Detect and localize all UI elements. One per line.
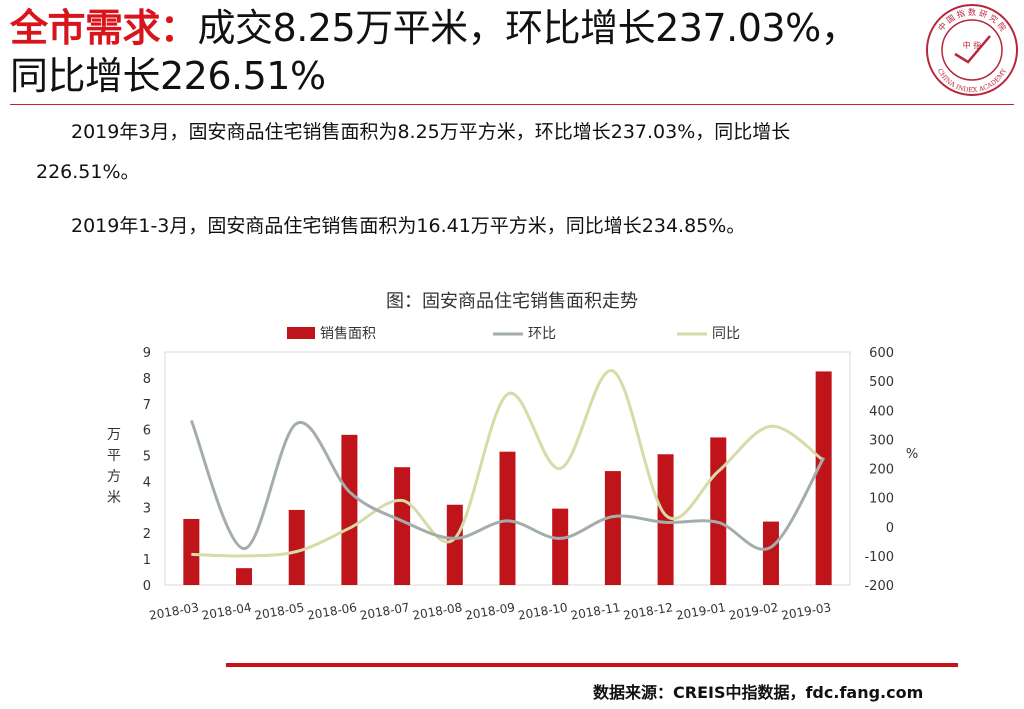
x-tick-label: 2018-05 <box>253 600 305 622</box>
y-right-tick-label: 400 <box>869 404 894 419</box>
y-left-tick-label: 0 <box>143 579 151 594</box>
x-tick-label: 2018-09 <box>464 600 516 622</box>
x-tick-label: 2018-08 <box>412 600 464 622</box>
x-tick-label: 2018-12 <box>622 600 674 622</box>
bar-sales-area <box>762 521 779 585</box>
line-yoy <box>191 369 825 558</box>
sales-area-chart: 0 1 2 3 4 5 6 7 8 9 -200 -100 0 100 200 300 400 500 600 万平方… <box>107 326 918 623</box>
y-left-tick-label: 6 <box>143 424 151 439</box>
title-highlight: 全市需求： <box>10 6 198 50</box>
x-tick-label: 2019-03 <box>780 600 832 622</box>
y-left-tick-label: 8 <box>143 372 151 387</box>
chart-title: 图：固安商品住宅销售面积走势 <box>386 291 638 312</box>
bar-sales-area <box>604 471 621 585</box>
bar-sales-area <box>710 437 727 585</box>
y-left-tick-label: 9 <box>143 346 151 361</box>
footer-divider <box>226 663 958 667</box>
title-text: 成交8.25万平米，环比增长237.03%， <box>197 6 859 50</box>
title-line-2: 同比增长226.51% <box>10 54 326 98</box>
title-divider <box>10 104 1014 105</box>
bar-sales-area <box>499 451 516 585</box>
legend-swatch-sales-area <box>287 327 315 339</box>
y-right-tick-label: 100 <box>869 492 894 507</box>
y-right-tick-label: -200 <box>864 579 894 594</box>
y-left-tick-label: 5 <box>143 450 151 465</box>
y-right-tick-label: 300 <box>869 433 894 448</box>
x-tick-label: 2018-06 <box>306 600 358 622</box>
y-right-tick-label: 500 <box>869 375 894 390</box>
bar-sales-area <box>446 504 463 585</box>
y-left-tick-label: 4 <box>143 475 151 490</box>
data-source: 数据来源：CREIS中指数据，fdc.fang.com <box>593 683 924 702</box>
page-title: 全市需求：成交8.25万平米，环比增长237.03%， 同比增长226.51% <box>10 4 915 100</box>
bar-sales-area <box>657 454 674 585</box>
bar-sales-area <box>341 434 358 585</box>
x-tick-label: 2018-11 <box>570 600 622 622</box>
x-tick-label: 2018-04 <box>201 600 253 622</box>
y-right-tick-label: -100 <box>864 550 894 565</box>
y-left-tick-label: 7 <box>143 398 151 413</box>
y-right-tick-label: 600 <box>869 346 894 361</box>
bar-sales-area <box>183 518 200 585</box>
y-right-tick-label: 0 <box>886 521 894 536</box>
legend-label-sales-area: 销售面积 <box>320 326 376 342</box>
legend-label-mom: 环比 <box>528 326 556 342</box>
china-index-academy-logo: 中 国 指 数 研 究 院 CHINA INDEX ACADEMY 中 指 <box>926 4 1018 96</box>
y-right-axis-label: % <box>906 447 918 462</box>
paragraph-2: 2019年1-3月，固安商品住宅销售面积为16.41万平方米，同比增长234.8… <box>71 215 746 237</box>
x-tick-label: 2019-02 <box>728 600 780 622</box>
y-left-axis-label: 方 <box>107 469 121 485</box>
y-left-axis-label: 平 <box>107 448 121 464</box>
x-tick-label: 2018-03 <box>148 600 200 622</box>
y-left-tick-label: 1 <box>143 553 151 568</box>
x-tick-label: 2018-10 <box>517 600 569 622</box>
y-left-axis-label: 万 <box>107 427 121 443</box>
bar-sales-area <box>552 508 569 585</box>
y-left-tick-label: 3 <box>143 501 151 516</box>
bar-sales-area <box>394 467 411 585</box>
x-tick-label: 2019-01 <box>675 600 727 622</box>
bar-sales-area <box>288 509 305 585</box>
title-line-1: 全市需求：成交8.25万平米，环比增长237.03%， <box>10 4 915 52</box>
bar-sales-area <box>236 568 253 585</box>
legend-label-yoy: 同比 <box>712 326 740 342</box>
bar-sales-area <box>815 371 832 585</box>
paragraph-1-line-2: 226.51%。 <box>36 161 140 183</box>
y-right-tick-label: 200 <box>869 463 894 478</box>
logo-center-text: 中 指 <box>963 40 982 50</box>
x-tick-label: 2018-07 <box>359 600 411 622</box>
paragraph-1-line-1: 2019年3月，固安商品住宅销售面积为8.25万平方米，环比增长237.03%，… <box>71 121 791 143</box>
y-left-axis-label: 米 <box>107 490 121 506</box>
y-left-tick-label: 2 <box>143 527 151 542</box>
line-mom <box>189 419 825 551</box>
